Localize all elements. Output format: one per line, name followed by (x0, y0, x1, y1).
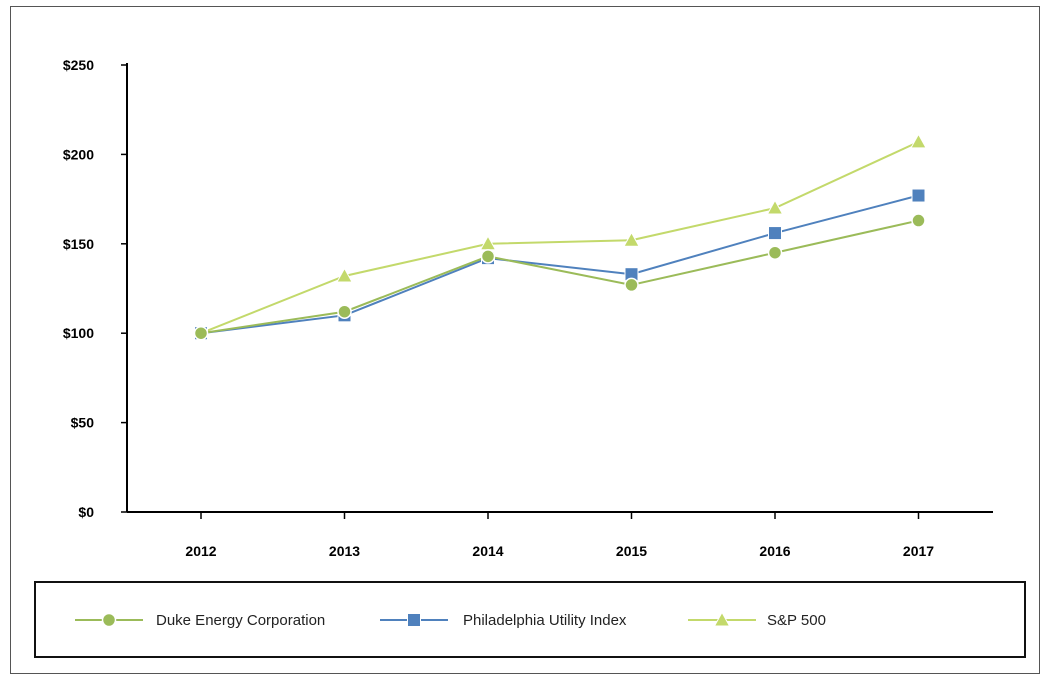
y-tick-label: $0 (78, 504, 94, 520)
x-tick-label: 2015 (616, 543, 647, 559)
x-tick-label: 2013 (329, 543, 360, 559)
data-point (480, 249, 496, 264)
data-point (911, 213, 926, 228)
data-point (766, 199, 784, 215)
axes: $0 $50 $100 $150 $200 $250 2012 2013 2014 2015 201… (63, 57, 993, 559)
chart-frame (10, 6, 1040, 674)
data-point (193, 325, 209, 341)
series-line-0 (200, 219, 919, 335)
data-point (336, 267, 353, 283)
data-point (624, 277, 639, 293)
y-tick-label: $50 (71, 415, 95, 431)
data-point (910, 133, 927, 149)
data-point (767, 245, 783, 260)
y-tick-label: $150 (63, 236, 94, 252)
y-tick-label: $100 (63, 325, 94, 341)
data-point (623, 231, 640, 247)
series-markers (192, 133, 927, 341)
legend (34, 581, 1026, 658)
series-line-1 (200, 194, 919, 335)
data-point (911, 188, 926, 203)
data-point (768, 226, 782, 241)
x-tick-label: 2012 (185, 543, 216, 559)
series-lines (200, 140, 919, 335)
x-tick-label: 2017 (903, 543, 934, 559)
y-tick-label: $250 (63, 57, 94, 73)
series-line-2 (200, 140, 919, 335)
data-point (337, 304, 352, 319)
x-tick-label: 2016 (759, 543, 790, 559)
x-tick-label: 2014 (472, 543, 503, 559)
y-tick-label: $200 (63, 146, 94, 162)
